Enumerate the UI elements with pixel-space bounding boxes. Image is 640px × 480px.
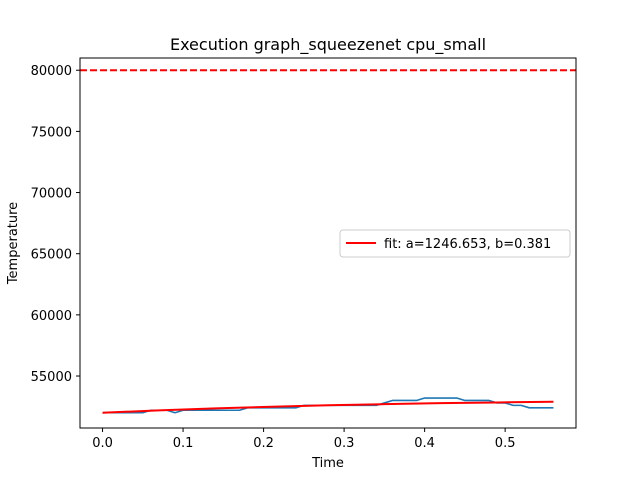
y-tick-label: 70000 <box>31 187 72 202</box>
y-tick-label: 75000 <box>31 125 72 140</box>
y-tick-label: 80000 <box>31 64 72 79</box>
x-tick-label: 0.2 <box>253 436 274 451</box>
x-tick-label: 0.4 <box>414 436 435 451</box>
y-tick-label: 55000 <box>31 370 72 385</box>
y-tick-label: 65000 <box>31 248 72 263</box>
x-axis-label: Time <box>311 456 344 471</box>
series-layer <box>102 397 554 414</box>
fit-series-line <box>102 400 554 414</box>
x-tick-label: 0.3 <box>334 436 355 451</box>
chart-title: Execution graph_squeezenet cpu_small <box>170 35 486 55</box>
y-axis-label: Temperature <box>6 202 21 285</box>
legend-fit-label: fit: a=1246.653, b=0.381 <box>384 237 551 252</box>
x-tick-label: 0.5 <box>495 436 516 451</box>
y-axis-ticks: 55000 60000 65000 70000 75000 80000 <box>31 64 80 385</box>
x-axis-ticks: 0.0 0.1 0.2 0.3 0.4 0.5 <box>92 428 515 451</box>
y-tick-label: 60000 <box>31 309 72 324</box>
x-tick-label: 0.0 <box>92 436 113 451</box>
legend: fit: a=1246.653, b=0.381 <box>339 229 571 258</box>
x-tick-label: 0.1 <box>173 436 194 451</box>
legend-box <box>339 229 571 258</box>
axes-border <box>79 57 577 429</box>
